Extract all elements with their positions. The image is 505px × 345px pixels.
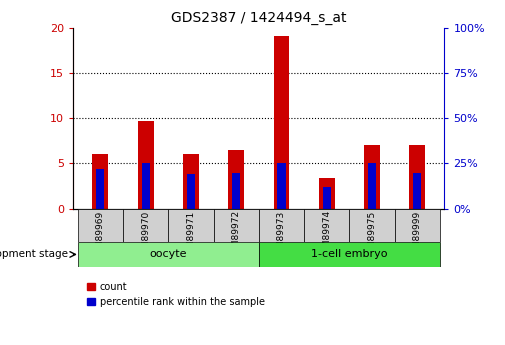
Bar <box>232 172 240 209</box>
Bar <box>364 145 380 209</box>
Text: GSM89975: GSM89975 <box>368 210 376 260</box>
Bar <box>78 241 259 267</box>
Bar <box>183 155 199 209</box>
Text: GSM89970: GSM89970 <box>141 210 150 260</box>
Bar <box>319 178 335 209</box>
Text: oocyte: oocyte <box>149 249 187 259</box>
Bar <box>187 174 195 209</box>
Bar <box>368 164 376 209</box>
Bar <box>92 155 108 209</box>
Bar <box>138 121 154 209</box>
Text: GSM89971: GSM89971 <box>186 210 195 260</box>
Legend: count, percentile rank within the sample: count, percentile rank within the sample <box>83 278 269 311</box>
Bar <box>277 164 285 209</box>
Bar <box>228 150 244 209</box>
Bar <box>274 36 289 209</box>
Text: GSM89973: GSM89973 <box>277 210 286 260</box>
Text: GSM89969: GSM89969 <box>96 210 105 260</box>
Bar <box>259 209 304 242</box>
Bar <box>394 209 440 242</box>
Bar <box>323 187 331 209</box>
Bar <box>304 209 349 242</box>
Text: GSM89974: GSM89974 <box>322 210 331 259</box>
Text: GSM89999: GSM89999 <box>413 210 422 260</box>
Title: GDS2387 / 1424494_s_at: GDS2387 / 1424494_s_at <box>171 11 346 25</box>
Text: development stage: development stage <box>0 249 68 259</box>
Text: 1-cell embryo: 1-cell embryo <box>311 249 388 259</box>
Bar <box>349 209 394 242</box>
Bar <box>141 164 149 209</box>
Bar <box>96 169 105 209</box>
Bar <box>410 145 425 209</box>
Bar <box>259 241 440 267</box>
Bar <box>168 209 214 242</box>
Text: GSM89972: GSM89972 <box>232 210 241 259</box>
Bar <box>123 209 168 242</box>
Bar <box>413 172 421 209</box>
Bar <box>78 209 123 242</box>
Bar <box>214 209 259 242</box>
